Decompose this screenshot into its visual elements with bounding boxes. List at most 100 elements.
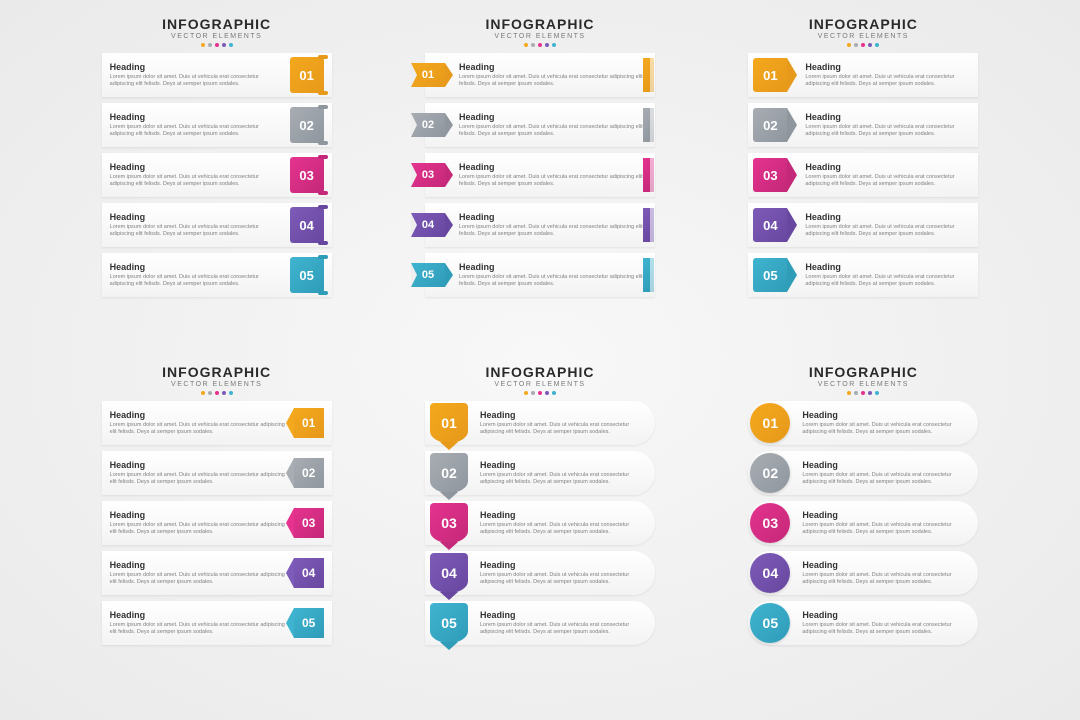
item-heading: Heading xyxy=(802,610,970,620)
number-ribbon: 03 xyxy=(411,163,445,187)
item-body: Lorem ipsum dolor sit amet. Duis ut vehi… xyxy=(110,572,286,586)
dot xyxy=(201,43,205,47)
item-text: HeadingLorem ipsum dolor sit amet. Duis … xyxy=(102,62,290,88)
item-body: Lorem ipsum dolor sit amet. Duis ut vehi… xyxy=(805,224,970,238)
infographic-panel: INFOGRAPHICVECTOR ELEMENTS01HeadingLorem… xyxy=(707,16,1020,356)
item-text: HeadingLorem ipsum dolor sit amet. Duis … xyxy=(102,610,294,636)
item-text: Heading Lorem ipsum dolor sit amet. Duis … xyxy=(468,560,655,586)
infographic-item: 02HeadingLorem ipsum dolor sit amet. Dui… xyxy=(425,451,655,495)
item-heading: Heading xyxy=(802,410,970,420)
item-text: HeadingLorem ipsum dolor sit amet. Duis … xyxy=(468,460,655,486)
dot xyxy=(552,391,556,395)
item-list: 01HeadingLorem ipsum dolor sit amet. Dui… xyxy=(707,401,1020,645)
title-block: INFOGRAPHICVECTOR ELEMENTS xyxy=(162,364,271,395)
item-heading: Heading xyxy=(480,460,647,470)
title-block: INFOGRAPHICVECTOR ELEMENTS xyxy=(162,16,271,47)
item-body: Lorem ipsum dolor sit amet. Duis ut vehi… xyxy=(459,274,647,288)
item-body: Lorem ipsum dolor sit amet. Duis ut vehi… xyxy=(480,572,647,586)
infographic-item: 04HeadingLorem ipsum dolor sit amet. Dui… xyxy=(425,203,655,247)
infographic-item: 01HeadingLorem ipsum dolor sit amet. Dui… xyxy=(748,401,978,445)
item-text: HeadingLorem ipsum dolor sit amet. Duis … xyxy=(102,262,290,288)
infographic-item: 01HeadingLorem ipsum dolor sit amet. Dui… xyxy=(425,401,655,445)
item-body: Lorem ipsum dolor sit amet. Duis ut vehi… xyxy=(805,74,970,88)
item-list: Heading Lorem ipsum dolor sit amet. Duis … xyxy=(60,401,373,645)
number-ribbon: 01 xyxy=(411,63,445,87)
dot xyxy=(875,391,879,395)
item-text: HeadingLorem ipsum dolor sit amet. Duis … xyxy=(790,510,978,536)
title-block: INFOGRAPHICVECTOR ELEMENTS xyxy=(809,16,918,47)
item-heading: Heading xyxy=(480,560,647,570)
dot xyxy=(222,43,226,47)
infographic-item: HeadingLorem ipsum dolor sit amet. Duis … xyxy=(102,203,332,247)
item-text: HeadingLorem ipsum dolor sit amet. Duis … xyxy=(468,610,655,636)
item-heading: Heading xyxy=(805,162,970,172)
item-heading: Heading xyxy=(110,560,286,570)
dot xyxy=(208,391,212,395)
item-body: Lorem ipsum dolor sit amet. Duis ut vehi… xyxy=(802,422,970,436)
item-text: HeadingLorem ipsum dolor sit amet. Duis … xyxy=(468,410,655,436)
item-text: HeadingLorem ipsum dolor sit amet. Duis … xyxy=(790,610,978,636)
number-shield: 04 xyxy=(430,553,468,593)
item-text: HeadingLorem ipsum dolor sit amet. Duis … xyxy=(102,112,290,138)
infographic-item: 05HeadingLorem ipsum dolor sit amet. Dui… xyxy=(425,601,655,645)
item-text: HeadingLorem ipsum dolor sit amet. Duis … xyxy=(790,460,978,486)
accent-stripe xyxy=(643,208,650,242)
item-body: Lorem ipsum dolor sit amet. Duis ut vehi… xyxy=(110,472,286,486)
infographic-item: 02HeadingLorem ipsum dolor sit amet. Dui… xyxy=(748,451,978,495)
item-text: HeadingLorem ipsum dolor sit amet. Duis … xyxy=(102,410,294,436)
item-body: Lorem ipsum dolor sit amet. Duis ut vehi… xyxy=(459,124,647,138)
number-badge: 03 xyxy=(290,157,324,193)
number-tag: 02 xyxy=(294,458,324,488)
infographic-item: 02HeadingLorem ipsum dolor sit amet. Dui… xyxy=(425,103,655,147)
infographic-item: 03HeadingLorem ipsum dolor sit amet. Dui… xyxy=(425,501,655,545)
infographic-panel: INFOGRAPHICVECTOR ELEMENTS01HeadingLorem… xyxy=(707,364,1020,704)
item-body: Lorem ipsum dolor sit amet. Duis ut vehi… xyxy=(459,224,647,238)
infographic-item: HeadingLorem ipsum dolor sit amet. Duis … xyxy=(102,401,332,445)
number-circle: 03 xyxy=(750,503,790,543)
item-list: 01HeadingLorem ipsum dolor sit amet. Dui… xyxy=(383,53,696,297)
dot xyxy=(875,43,879,47)
title-block: INFOGRAPHICVECTOR ELEMENTS xyxy=(485,364,594,395)
infographic-item: 04 Heading Lorem ipsum dolor sit amet. Dui… xyxy=(425,551,655,595)
item-heading: Heading xyxy=(459,112,647,122)
number-tag: 03 xyxy=(294,508,324,538)
dot xyxy=(524,391,528,395)
item-heading: Heading xyxy=(110,460,286,470)
dot xyxy=(861,43,865,47)
number-badge: 05 xyxy=(290,257,324,293)
item-body: Lorem ipsum dolor sit amet. Duis ut vehi… xyxy=(459,174,647,188)
item-text: HeadingLorem ipsum dolor sit amet. Duis … xyxy=(787,112,978,138)
title-main: INFOGRAPHIC xyxy=(162,364,271,380)
number-shield: 05 xyxy=(430,603,468,643)
number-arrow: 03 xyxy=(753,158,787,192)
infographic-item: 05HeadingLorem ipsum dolor sit amet. Dui… xyxy=(425,253,655,297)
item-body: Lorem ipsum dolor sit amet. Duis ut vehi… xyxy=(480,422,647,436)
item-list: HeadingLorem ipsum dolor sit amet. Duis … xyxy=(60,53,373,297)
dot xyxy=(545,43,549,47)
item-body: Lorem ipsum dolor sit amet. Duis ut vehi… xyxy=(805,174,970,188)
infographic-item: HeadingLorem ipsum dolor sit amet. Duis … xyxy=(102,501,332,545)
item-body: Lorem ipsum dolor sit amet. Duis ut vehi… xyxy=(802,522,970,536)
infographic-item: 02HeadingLorem ipsum dolor sit amet. Dui… xyxy=(748,103,978,147)
item-body: Lorem ipsum dolor sit amet. Duis ut vehi… xyxy=(805,124,970,138)
item-text: HeadingLorem ipsum dolor sit amet. Duis … xyxy=(102,162,290,188)
item-body: Lorem ipsum dolor sit amet. Duis ut vehi… xyxy=(110,622,286,636)
infographic-item: 01HeadingLorem ipsum dolor sit amet. Dui… xyxy=(748,53,978,97)
dot xyxy=(538,43,542,47)
number-tag: 04 xyxy=(294,558,324,588)
dot xyxy=(552,43,556,47)
number-badge: 01 xyxy=(290,57,324,93)
infographic-item: 03HeadingLorem ipsum dolor sit amet. Dui… xyxy=(748,501,978,545)
infographic-item: 04HeadingLorem ipsum dolor sit amet. Dui… xyxy=(748,551,978,595)
title-main: INFOGRAPHIC xyxy=(809,16,918,32)
accent-stripe xyxy=(643,108,650,142)
dot xyxy=(538,391,542,395)
item-heading: Heading xyxy=(805,262,970,272)
item-text: HeadingLorem ipsum dolor sit amet. Duis … xyxy=(445,262,655,288)
infographic-item: 04HeadingLorem ipsum dolor sit amet. Dui… xyxy=(748,203,978,247)
item-body: Lorem ipsum dolor sit amet. Duis ut vehi… xyxy=(459,74,647,88)
infographic-item: Heading Lorem ipsum dolor sit amet. Duis … xyxy=(102,451,332,495)
item-body: Lorem ipsum dolor sit amet. Duis ut vehi… xyxy=(802,572,970,586)
number-arrow: 01 xyxy=(753,58,787,92)
item-heading: Heading xyxy=(805,212,970,222)
